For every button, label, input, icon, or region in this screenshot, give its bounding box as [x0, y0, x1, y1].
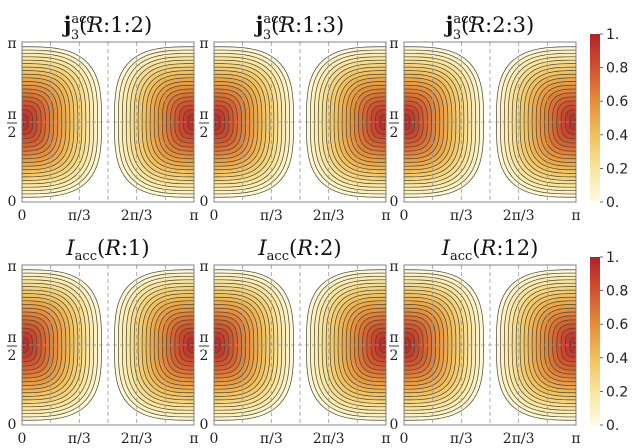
x-tick-label: 0	[400, 431, 409, 447]
x-tick-label: 2π/3	[121, 208, 153, 224]
y-tick-label-top: π	[389, 259, 398, 275]
panel-0-1: jacc 3(R:1:3) 0 π/3 2π/3 π π π 2 0	[199, 12, 391, 224]
colorbar-0: 1. 0.8 0.6 0.4 0.2 0.	[590, 27, 628, 211]
y-tick-label-mid-num: π	[199, 330, 208, 346]
y-tick-label-bottom: 0	[200, 417, 209, 433]
panel-title: jacc 3(R:1:3)	[254, 12, 344, 43]
x-tick-label: 2π/3	[121, 431, 153, 447]
colorbar-tick-label: 0.	[606, 418, 619, 434]
y-tick-label-mid-num: π	[199, 107, 208, 123]
panel-0-2: jacc 3(R:2:3) 0 π/3 2π/3 π π π 2 0	[389, 12, 581, 224]
y-tick-label-mid-num: π	[389, 330, 398, 346]
x-tick-label: 2π/3	[503, 208, 535, 224]
colorbar-tick-label: 1.	[606, 250, 619, 266]
x-tick-label: 0	[210, 208, 219, 224]
x-tick-label: 0	[400, 208, 409, 224]
x-tick-label: π/3	[68, 431, 91, 447]
colorbar-tick-label: 0.6	[606, 317, 628, 333]
y-tick-label-top: π	[7, 259, 16, 275]
colorbar-tick-label: 0.2	[606, 161, 628, 177]
x-tick-label: π	[571, 208, 580, 224]
plot-frame	[403, 41, 577, 203]
y-tick-label-bottom: 0	[8, 417, 17, 433]
x-tick-label: 2π/3	[503, 431, 535, 447]
x-tick-label: π/3	[450, 431, 473, 447]
y-tick-label-top: π	[7, 36, 16, 52]
y-tick-label-mid-den: 2	[390, 348, 399, 364]
panel-1-2: Iacc(R:12) 0 π/3 2π/3 π π π 2 0	[389, 236, 581, 447]
colorbar-1: 1. 0.8 0.6 0.4 0.2 0.	[590, 250, 628, 434]
y-tick-label-mid-den: 2	[200, 348, 209, 364]
colorbar-tick-label: 0.	[606, 195, 619, 211]
panel-0-0: jacc 3(R:1:2) 0 π/3 2π/3 π π π 2 0	[7, 12, 199, 224]
colorbar-tick-label: 0.4	[606, 351, 628, 367]
x-tick-label: π	[189, 431, 198, 447]
x-tick-label: π	[381, 208, 390, 224]
colorbar-gradient	[590, 257, 600, 425]
plot-frame	[213, 264, 387, 426]
y-tick-label-mid-num: π	[7, 330, 16, 346]
colorbar-tick-label: 0.8	[606, 284, 628, 300]
y-tick-label-mid-num: π	[389, 107, 398, 123]
plot-frame	[403, 264, 577, 426]
x-tick-label: π	[571, 431, 580, 447]
y-tick-label-top: π	[389, 36, 398, 52]
colorbar-tick-label: 0.4	[606, 128, 628, 144]
x-tick-label: 2π/3	[313, 208, 345, 224]
plot-frame	[21, 41, 195, 203]
colorbar-tick-label: 0.6	[606, 94, 628, 110]
y-tick-label-top: π	[199, 259, 208, 275]
x-tick-label: π/3	[450, 208, 473, 224]
x-tick-label: π/3	[260, 208, 283, 224]
x-tick-label: π	[381, 431, 390, 447]
x-tick-label: 0	[18, 208, 27, 224]
y-tick-label-mid-den: 2	[390, 125, 399, 141]
x-tick-label: π/3	[68, 208, 91, 224]
y-tick-label-top: π	[199, 36, 208, 52]
colorbar-tick-label: 1.	[606, 27, 619, 43]
y-tick-label-mid-den: 2	[8, 348, 17, 364]
x-tick-label: π/3	[260, 431, 283, 447]
plot-frame	[21, 264, 195, 426]
y-tick-label-bottom: 0	[200, 194, 209, 210]
panel-1-1: Iacc(R:2) 0 π/3 2π/3 π π π 2 0	[199, 236, 391, 447]
panel-title: Iacc(R:2)	[257, 236, 341, 264]
panel-title: Iacc(R:1)	[65, 236, 149, 264]
x-tick-label: 0	[18, 431, 27, 447]
panel-title: jacc 3(R:1:2)	[62, 12, 152, 43]
y-tick-label-bottom: 0	[8, 194, 17, 210]
colorbar-gradient	[590, 34, 600, 202]
y-tick-label-bottom: 0	[390, 417, 399, 433]
panel-title: jacc 3(R:2:3)	[444, 12, 534, 43]
x-tick-label: π	[189, 208, 198, 224]
y-tick-label-mid-den: 2	[8, 125, 17, 141]
colorbar-tick-label: 0.2	[606, 384, 628, 400]
x-tick-label: 0	[210, 431, 219, 447]
plot-frame	[213, 41, 387, 203]
panel-1-0: Iacc(R:1) 0 π/3 2π/3 π π π 2 0	[7, 236, 199, 447]
panel-title: Iacc(R:12)	[441, 236, 539, 264]
y-tick-label-bottom: 0	[390, 194, 399, 210]
x-tick-label: 2π/3	[313, 431, 345, 447]
y-tick-label-mid-num: π	[7, 107, 16, 123]
y-tick-label-mid-den: 2	[200, 125, 209, 141]
colorbar-tick-label: 0.8	[606, 61, 628, 77]
